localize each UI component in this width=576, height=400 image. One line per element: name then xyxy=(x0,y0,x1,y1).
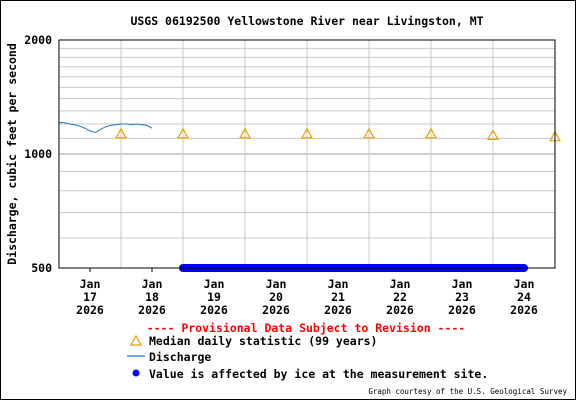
x-tick-label: 2026 xyxy=(138,303,166,317)
x-tick-label: 23 xyxy=(455,290,469,304)
x-tick-label: Jan xyxy=(452,277,473,291)
grid xyxy=(59,40,555,268)
x-tick-label: 2026 xyxy=(510,303,538,317)
median-marker xyxy=(486,129,500,140)
x-tick-label: 21 xyxy=(331,290,345,304)
x-tick-label: Jan xyxy=(266,277,287,291)
x-tick-label: Jan xyxy=(80,277,101,291)
legend-label-median: Median daily statistic (99 years) xyxy=(149,334,377,348)
legend-label-ice: Value is affected by ice at the measurem… xyxy=(149,367,488,381)
legend: Median daily statistic (99 years) Discha… xyxy=(127,334,488,381)
x-tick-label: 18 xyxy=(145,290,159,304)
x-tick-label: 19 xyxy=(207,290,221,304)
x-tick-label: 17 xyxy=(83,290,97,304)
x-tick-label: Jan xyxy=(514,277,535,291)
y-tick-label: 1000 xyxy=(24,147,52,161)
provisional-note: ---- Provisional Data Subject to Revisio… xyxy=(147,321,466,335)
median-marker xyxy=(424,127,438,139)
x-tick-label: 24 xyxy=(517,290,531,304)
x-tick-label: Jan xyxy=(142,277,163,291)
x-tick-label: 2026 xyxy=(76,303,104,317)
x-tick-label: 22 xyxy=(393,290,407,304)
legend-triangle-marker xyxy=(129,334,143,346)
x-tick-label: 2026 xyxy=(448,303,476,317)
legend-label-discharge: Discharge xyxy=(149,350,211,364)
y-axis-label: Discharge, cubic feet per second xyxy=(5,43,19,265)
credit-text: Graph courtesy of the U.S. Geological Su… xyxy=(368,387,567,396)
x-tick-label: 2026 xyxy=(262,303,290,317)
median-marker xyxy=(362,127,376,139)
median-marker xyxy=(176,127,190,139)
x-tick-label: 2026 xyxy=(200,303,228,317)
x-tick-label: Jan xyxy=(328,277,349,291)
x-tick-label: 2026 xyxy=(324,303,352,317)
y-tick-label: 500 xyxy=(31,261,52,275)
x-tick-label: 2026 xyxy=(386,303,414,317)
median-marker xyxy=(238,127,252,139)
x-tick-label: 20 xyxy=(269,290,283,304)
median-marker xyxy=(114,127,128,139)
x-tick-labels: Jan172026Jan182026Jan192026Jan202026Jan2… xyxy=(76,268,538,317)
legend-dot-marker xyxy=(132,369,140,377)
x-tick-label: Jan xyxy=(204,277,225,291)
chart-title: USGS 06192500 Yellowstone River near Liv… xyxy=(130,14,483,28)
x-tick-label: Jan xyxy=(390,277,411,291)
y-tick-label: 2000 xyxy=(24,33,52,47)
y-tick-labels: 500 1000 2000 xyxy=(24,33,52,275)
series-group xyxy=(59,122,562,272)
discharge-line xyxy=(59,122,153,134)
plot-area-border xyxy=(58,39,556,269)
median-marker xyxy=(300,127,314,139)
